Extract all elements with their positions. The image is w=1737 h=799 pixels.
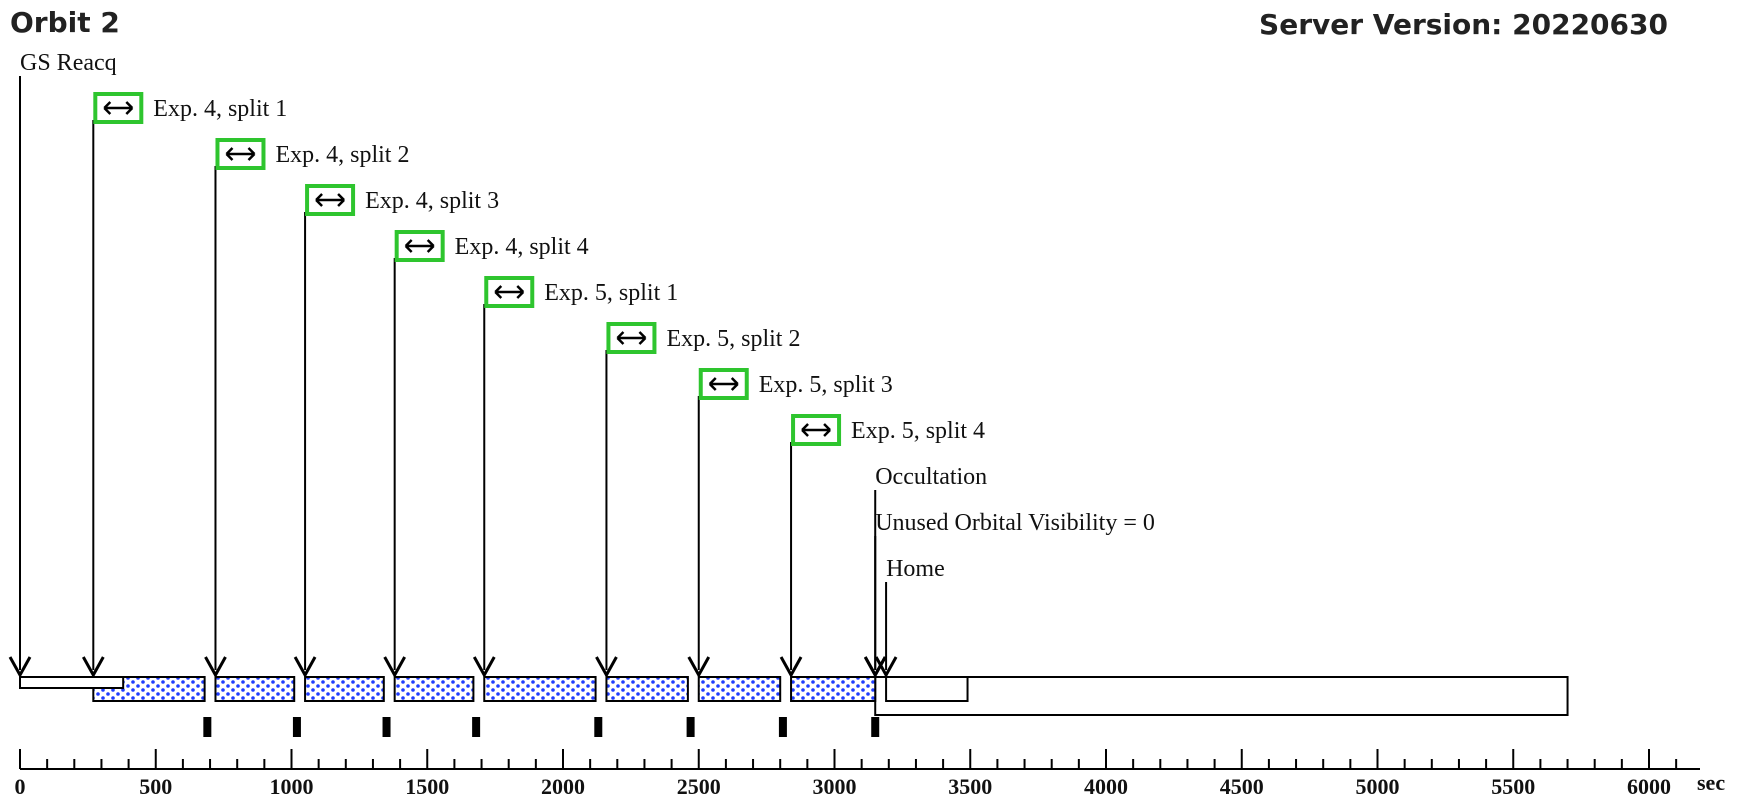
marker-tick <box>594 717 603 737</box>
exposure-bar-8 <box>790 676 877 702</box>
event-label: Home <box>886 556 945 582</box>
arrow-down-icon <box>8 656 32 679</box>
bidirectional-arrow-icon <box>215 138 266 170</box>
marker-tick <box>686 717 695 737</box>
axis-tick-label: 6000 <box>1627 774 1671 799</box>
event-label: Exp. 5, split 4 <box>851 418 985 444</box>
marker-tick <box>871 717 880 737</box>
double-arrow-glyph <box>708 377 739 391</box>
arrow-down-icon <box>874 656 898 679</box>
axis-tick-label: 1000 <box>270 774 314 799</box>
bidirectional-arrow-icon <box>93 92 144 124</box>
exposure-bar-3 <box>304 676 385 702</box>
bidirectional-arrow-icon <box>484 276 535 308</box>
exposure-bar-2 <box>214 676 296 702</box>
markers-layer <box>203 717 880 737</box>
event-label: Exp. 5, split 3 <box>759 372 893 398</box>
axis-tick-label: 5500 <box>1491 774 1535 799</box>
event-label: Occultation <box>875 464 987 490</box>
double-arrow-glyph <box>404 239 435 253</box>
double-arrow-glyph <box>616 331 647 345</box>
double-arrow-glyph <box>494 285 525 299</box>
bidirectional-arrow-icon <box>791 414 842 446</box>
event-label: Exp. 4, split 4 <box>455 234 589 260</box>
arrow-down-icon <box>472 656 496 679</box>
arrow-down-icon <box>204 656 227 679</box>
exposure-bar-7 <box>697 676 782 702</box>
axis-tick-label: 4500 <box>1220 774 1264 799</box>
axis-tick-label: 0 <box>15 774 26 799</box>
axis-tick-label: 1500 <box>405 774 449 799</box>
icon-border <box>305 184 356 216</box>
event-label: Unused Orbital Visibility = 0 <box>875 510 1155 536</box>
event-label: Exp. 4, split 1 <box>153 96 287 122</box>
bidirectional-arrow-icon <box>305 184 356 216</box>
arrow-down-icon <box>595 656 618 679</box>
home-bar <box>885 676 969 702</box>
arrow-down-icon <box>687 656 711 679</box>
double-arrow-glyph <box>103 101 134 115</box>
time-axis: 0 500 1000 1500 2000 2500 3000 3500 4000 4500 5000… <box>15 749 1700 799</box>
double-arrow-glyph <box>225 147 256 161</box>
event-label: Exp. 5, split 2 <box>666 326 800 352</box>
occultation-bar <box>874 676 1569 716</box>
axis-tick-label: 3000 <box>813 774 857 799</box>
axis-unit-label: sec <box>1697 770 1725 795</box>
event-label: GS Reacq <box>20 50 117 76</box>
marker-tick <box>203 717 212 737</box>
arrow-down-icon <box>383 656 406 679</box>
bars-layer <box>19 676 1569 716</box>
events-layer: GS Reacq Exp. 4, split 1 Exp. 4, split 2 Ex… <box>8 50 1155 679</box>
gs-reacq-bar <box>19 676 125 689</box>
arrow-down-icon <box>779 656 803 679</box>
bidirectional-arrow-icon <box>698 368 749 400</box>
axis-tick-label: 2500 <box>677 774 721 799</box>
page-title: Orbit 2 <box>10 6 120 39</box>
arrow-down-icon <box>81 656 105 679</box>
axis-tick-label: 3500 <box>948 774 992 799</box>
bidirectional-arrow-icon <box>394 230 445 262</box>
icon-border <box>698 368 749 400</box>
marker-tick <box>778 717 787 737</box>
server-version: Server Version: 20220630 <box>1259 8 1668 41</box>
axis-tick-label: 4000 <box>1084 774 1128 799</box>
axis-tick-label: 5000 <box>1356 774 1400 799</box>
event-label: Exp. 4, split 2 <box>275 142 409 168</box>
marker-tick <box>382 717 391 737</box>
axis-tick-label: 500 <box>139 774 172 799</box>
event-label: Exp. 4, split 3 <box>365 188 499 214</box>
marker-tick <box>472 717 481 737</box>
bidirectional-arrow-icon <box>606 322 657 354</box>
event-label: Exp. 5, split 1 <box>544 280 678 306</box>
double-arrow-glyph <box>315 193 345 207</box>
arrow-down-icon <box>293 656 317 679</box>
exposure-bar-4 <box>393 676 475 702</box>
marker-tick <box>292 717 301 737</box>
double-arrow-glyph <box>801 423 831 437</box>
exposure-bar-6 <box>605 676 689 702</box>
arrow-down-icon <box>863 656 887 679</box>
exposure-bar-5 <box>483 676 597 702</box>
axis-tick-label: 2000 <box>541 774 585 799</box>
icon-border <box>791 414 842 446</box>
icon-border <box>606 322 657 354</box>
